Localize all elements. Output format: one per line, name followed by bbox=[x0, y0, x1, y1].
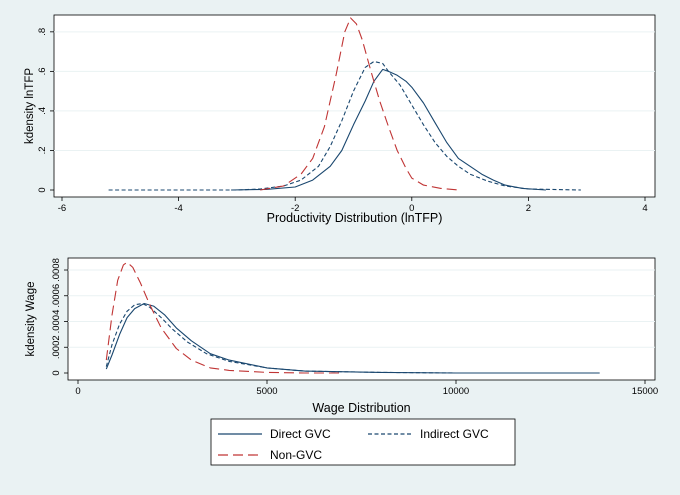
wage-x-tick-label: 15000 bbox=[632, 386, 658, 397]
wage-x-tick-label: 0 bbox=[75, 386, 80, 397]
wage-y-tick-label: .0002 bbox=[51, 335, 62, 359]
tfp-x-tick-label: 2 bbox=[526, 203, 531, 214]
tfp-x-tick-label: -2 bbox=[291, 203, 299, 214]
tfp-plot-area bbox=[53, 14, 656, 198]
tfp-series-non-gvc bbox=[260, 17, 459, 191]
wage-plot-area bbox=[67, 257, 656, 381]
tfp-x-tick-label: 4 bbox=[642, 203, 647, 214]
wage-x-tick-label: 10000 bbox=[443, 386, 469, 397]
wage-y-tick-label: .0004 bbox=[51, 310, 62, 334]
wage-y-tick-label: .0006 bbox=[51, 284, 62, 308]
tfp-y-tick-label: .6 bbox=[37, 67, 48, 75]
legend-label: Non-GVC bbox=[270, 448, 322, 462]
tfp-y-tick-label: .2 bbox=[37, 146, 48, 154]
wage-series-indirect-gvc bbox=[105, 302, 600, 374]
tfp-y-axis-title: kdensity lnTFP bbox=[24, 68, 36, 144]
tfp-x-axis-title: Productivity Distribution (lnTFP) bbox=[267, 211, 443, 225]
legend-label: Indirect GVC bbox=[420, 427, 489, 441]
tfp-x-tick-label: -6 bbox=[58, 203, 66, 214]
wage-y-axis-title: kdensity Wage bbox=[25, 282, 37, 357]
tfp-y-tick-label: .8 bbox=[37, 28, 48, 36]
tfp-x-tick-label: -4 bbox=[174, 203, 182, 214]
wage-series-non-gvc bbox=[105, 261, 343, 374]
tfp-series-indirect-gvc bbox=[108, 60, 581, 191]
wage-y-tick-label: 0 bbox=[51, 370, 62, 375]
tfp-y-tick-label: .4 bbox=[37, 107, 48, 115]
legend-label: Direct GVC bbox=[270, 427, 331, 441]
tfp-density-panel: 0 .2 .4 .6 .8 -6 -4 -2 0 2 4 Productivity Distribut… bbox=[24, 14, 656, 225]
tfp-series-direct-gvc bbox=[231, 68, 546, 191]
wage-x-axis-title: Wage Distribution bbox=[312, 401, 410, 415]
tfp-y-tick-label: 0 bbox=[37, 187, 48, 192]
legend: Direct GVC Indirect GVC Non-GVC bbox=[210, 418, 516, 466]
wage-y-tick-label: .0008 bbox=[51, 258, 62, 282]
wage-density-panel: 0 .0002.0004 .0006 .0008 0 5000 10000 15000 Wage… bbox=[25, 257, 658, 415]
wage-x-tick-label: 5000 bbox=[256, 386, 277, 397]
legend-box bbox=[210, 418, 516, 466]
tfp-x-tick-label: 0 bbox=[409, 203, 414, 214]
